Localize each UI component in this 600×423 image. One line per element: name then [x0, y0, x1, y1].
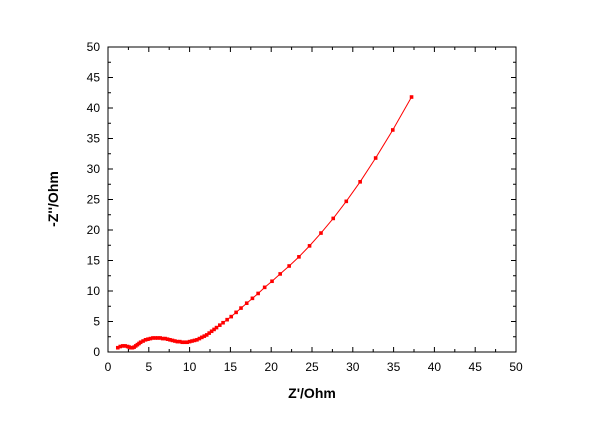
data-point — [239, 306, 243, 310]
data-point — [192, 338, 197, 343]
data-point — [225, 317, 229, 322]
data-point — [358, 180, 362, 184]
data-point — [234, 310, 238, 315]
x-tick-label: 5 — [145, 360, 152, 374]
data-point — [151, 336, 155, 340]
y-tick-label: 35 — [87, 132, 101, 146]
data-point — [180, 340, 185, 345]
y-axis-ticks — [108, 46, 516, 353]
data-point — [250, 296, 255, 301]
data-point — [187, 339, 192, 344]
data-point — [168, 338, 172, 342]
y-tick-label: 5 — [93, 315, 100, 329]
x-axis-ticks — [107, 47, 517, 352]
data-point — [390, 128, 395, 132]
y-axis-title: -Z''/Ohm — [45, 171, 61, 227]
series-layer — [115, 95, 414, 350]
x-tick-label: 45 — [469, 360, 483, 374]
data-point — [221, 320, 225, 325]
data-point — [214, 325, 219, 330]
data-point — [185, 340, 189, 345]
data-point — [120, 344, 125, 348]
data-point — [204, 333, 209, 337]
data-point — [331, 216, 336, 221]
data-point — [158, 336, 163, 340]
data-point — [229, 314, 234, 319]
x-axis-tick-labels: 0 5 10 15 20 25 30 35 40 45 50 — [105, 360, 523, 374]
data-point — [287, 264, 291, 268]
data-point — [173, 339, 177, 343]
data-point — [160, 336, 165, 341]
x-tick-label: 10 — [183, 360, 197, 374]
data-point — [148, 336, 153, 341]
data-point — [262, 285, 267, 290]
x-tick-label: 30 — [346, 360, 360, 374]
data-point — [202, 334, 207, 338]
data-point — [143, 338, 148, 342]
data-point — [212, 327, 216, 332]
plot-frame — [107, 46, 517, 353]
x-tick-label: 0 — [105, 360, 112, 374]
data-point — [123, 344, 127, 348]
data-point — [217, 323, 222, 327]
y-tick-label: 15 — [87, 254, 101, 268]
data-point — [409, 95, 414, 99]
data-point — [197, 336, 202, 341]
data-point — [209, 329, 214, 334]
data-point — [190, 339, 194, 343]
data-point — [297, 255, 301, 259]
data-point — [270, 279, 274, 284]
data-point — [344, 199, 349, 204]
data-point — [200, 335, 204, 340]
data-point — [182, 340, 187, 345]
series-line — [117, 96, 412, 349]
y-tick-label: 25 — [87, 193, 101, 207]
data-point — [319, 231, 323, 235]
data-point — [146, 337, 150, 341]
y-tick-label: 20 — [87, 223, 101, 237]
data-point — [115, 345, 120, 350]
data-point — [155, 336, 160, 340]
y-tick-label: 40 — [87, 101, 101, 115]
data-point — [244, 301, 249, 305]
y-tick-label: 30 — [87, 162, 101, 176]
data-point — [307, 244, 312, 248]
x-tick-label: 20 — [265, 360, 279, 374]
data-point — [278, 272, 282, 276]
x-axis-title: Z'/Ohm — [288, 385, 336, 401]
y-tick-label: 45 — [87, 71, 101, 85]
data-point — [170, 338, 175, 343]
data-point — [256, 291, 260, 296]
data-point — [153, 336, 158, 340]
data-point — [178, 339, 182, 344]
y-tick-label: 50 — [87, 40, 101, 54]
x-tick-label: 50 — [509, 360, 523, 374]
data-point — [163, 336, 167, 341]
data-point — [175, 339, 180, 344]
y-tick-label: 10 — [87, 284, 101, 298]
data-point — [141, 339, 145, 343]
x-tick-label: 15 — [224, 360, 238, 374]
x-tick-label: 40 — [428, 360, 442, 374]
x-tick-label: 25 — [305, 360, 319, 374]
data-point — [373, 156, 378, 160]
data-point — [165, 337, 170, 341]
data-point — [195, 338, 199, 342]
data-point — [207, 331, 211, 335]
y-axis-tick-labels: 0 5 10 15 20 25 30 35 40 45 50 — [87, 40, 101, 359]
data-point — [118, 344, 123, 349]
x-tick-label: 35 — [387, 360, 401, 374]
y-tick-label: 0 — [93, 345, 100, 359]
data-point — [138, 340, 143, 345]
